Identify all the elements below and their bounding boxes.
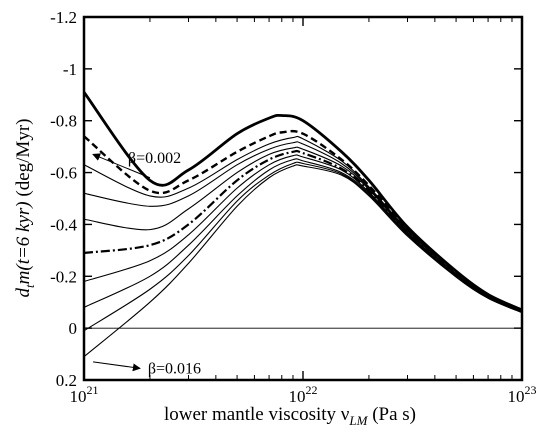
annotation-arrow-1 (92, 153, 151, 179)
annotation-label-1: β=0.002 (128, 150, 181, 167)
series-line-6 (84, 149, 522, 313)
y-axis-title: dtm(t=6 kyr) (deg/Myr) (13, 119, 37, 298)
y-tick-label: -0.6 (50, 164, 77, 183)
annotation-arrow-2 (92, 361, 141, 372)
annotations-layer: β=0.002 β=0.016 (92, 150, 201, 377)
y-tick-label: 0 (69, 319, 78, 338)
y-tick-label: -0.8 (50, 112, 77, 131)
series-layer (84, 91, 522, 358)
series-line-5 (84, 146, 522, 313)
x-tick-label: 1021 (70, 383, 99, 406)
y-tick-label: 0.2 (56, 371, 77, 390)
y-tick-label: -1 (63, 60, 77, 79)
series-line-4 (84, 141, 522, 313)
x-tick-label: 1022 (289, 383, 318, 406)
series-line-1 (84, 91, 522, 312)
y-tick-label: -0.4 (50, 215, 77, 234)
y-tick-label: -0.2 (50, 267, 77, 286)
series-line-2 (84, 129, 522, 313)
series-line-9 (84, 161, 522, 332)
x-axis-title: lower mantle viscosity νLM (Pa s) (164, 404, 416, 428)
annotation-label-2: β=0.016 (148, 360, 201, 377)
series-line-10 (84, 164, 522, 358)
plot-frame (82, 15, 524, 382)
y-tick-label: -1.2 (50, 8, 77, 27)
x-tick-label: 1023 (508, 383, 537, 406)
